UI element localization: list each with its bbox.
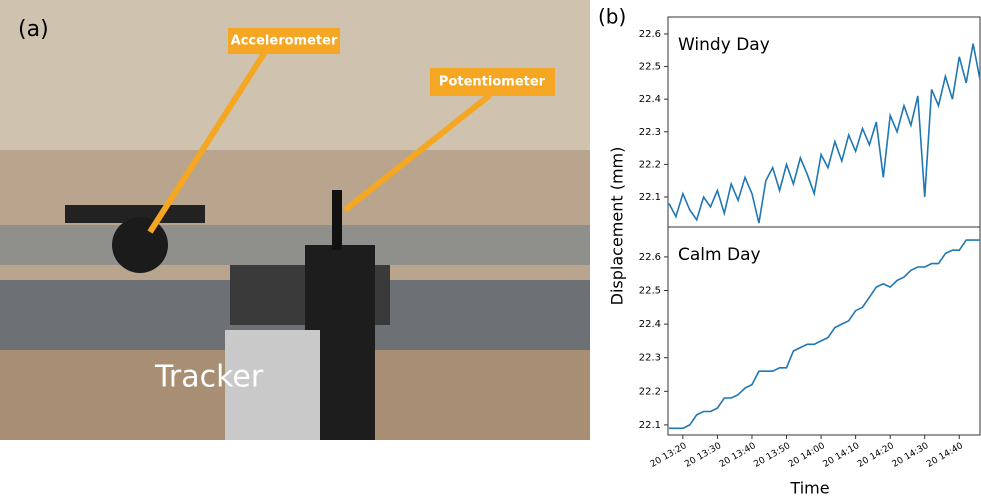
x-tick-label: 20 13:50	[752, 441, 792, 470]
panel-label: (a)	[18, 17, 49, 42]
tracker-box	[225, 330, 320, 440]
plot-frame	[667, 226, 981, 436]
annotation-box	[228, 28, 340, 54]
y-tick-label: 22.6	[639, 252, 661, 263]
panel-label: (b)	[598, 5, 626, 29]
data-line	[669, 239, 980, 430]
annotation: Potentiometer	[439, 75, 546, 90]
y-tick-label: 22.6	[639, 29, 661, 40]
beam	[0, 225, 590, 265]
x-tick-label: 20 14:30	[891, 441, 931, 470]
accelerometer	[112, 217, 168, 273]
y-tick-label: 22.3	[639, 353, 661, 364]
panel-title: Windy Day	[678, 35, 770, 55]
x-tick-label: 20 13:30	[683, 441, 723, 470]
photo-panel: Accelerometer Potentiometer (a) Tracker	[0, 0, 590, 440]
y-tick-label: 22.1	[639, 420, 661, 431]
y-tick-label: 22.5	[639, 62, 661, 73]
potentiometer-rod	[332, 190, 342, 250]
x-tick-label: 20 13:40	[718, 441, 758, 470]
caption: Tracker	[154, 360, 264, 395]
y-tick-label: 22.1	[639, 192, 661, 203]
annotation: Accelerometer	[231, 34, 338, 49]
y-tick-label: 22.5	[639, 286, 661, 297]
x-tick-label: 20 14:40	[925, 441, 965, 470]
y-axis-label: Displacement (mm)	[608, 147, 627, 306]
x-tick-label: 20 13:20	[649, 441, 689, 470]
x-axis-label: Time	[789, 479, 829, 498]
x-tick-label: 20 14:00	[787, 441, 827, 470]
arrow	[343, 92, 492, 213]
y-tick-label: 22.2	[639, 386, 661, 397]
y-tick-label: 22.2	[639, 159, 661, 170]
accelerometer-mount	[65, 205, 205, 223]
panel-title: Calm Day	[678, 245, 761, 265]
arrow	[147, 50, 268, 234]
y-tick-label: 22.3	[639, 127, 661, 138]
x-tick-label: 20 14:20	[856, 441, 896, 470]
y-tick-label: 22.4	[639, 94, 661, 105]
data-line	[668, 43, 981, 224]
x-tick-label: 20 14:10	[822, 441, 862, 470]
y-tick-label: 22.4	[639, 319, 661, 330]
annotation-box	[430, 68, 555, 96]
